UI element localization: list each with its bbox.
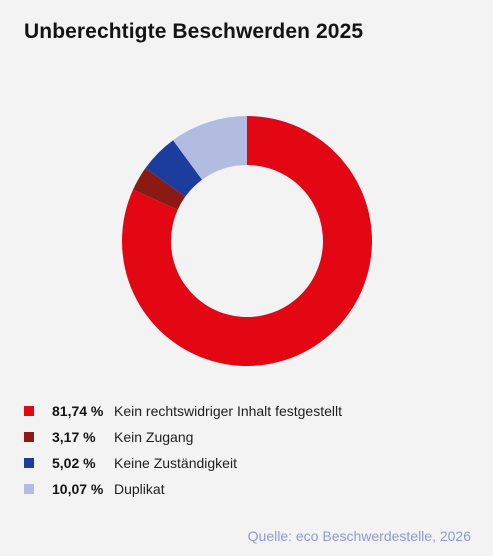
legend-swatch: [24, 432, 34, 442]
donut-slice-2: [133, 168, 186, 210]
donut-slice-4: [173, 116, 247, 180]
legend-value: 5,02 %: [52, 455, 96, 471]
legend-swatch: [24, 484, 34, 494]
legend-item-duplikat: 10,07 % Duplikat: [24, 476, 464, 502]
legend-item-kein-zugang: 3,17 % Kein Zugang: [24, 424, 464, 450]
donut-slice-1: [122, 116, 372, 366]
legend-item-keine-zustaendigkeit: 5,02 % Keine Zuständigkeit: [24, 450, 464, 476]
legend-item-kein-rechtswidriger-inhalt: 81,74 % Kein rechtswidriger Inhalt festg…: [24, 398, 464, 424]
legend-label: Duplikat: [114, 481, 165, 497]
legend-swatch: [24, 458, 34, 468]
legend-label: Kein Zugang: [114, 429, 194, 445]
legend-value: 10,07 %: [52, 481, 104, 497]
donut-slice-3: [145, 140, 203, 197]
source-note: Quelle: eco Beschwerdestelle, 2026: [247, 528, 471, 544]
legend-value: 3,17 %: [52, 429, 96, 445]
legend-value: 81,74 %: [52, 403, 104, 419]
donut-chart: [122, 116, 372, 366]
legend-label: Kein rechtswidriger Inhalt festgestellt: [114, 403, 342, 419]
chart-title: Unberechtigte Beschwerden 2025: [24, 20, 364, 43]
legend-label: Keine Zuständigkeit: [114, 455, 237, 471]
chart-legend: 81,74 % Kein rechtswidriger Inhalt festg…: [24, 398, 464, 502]
legend-swatch: [24, 406, 34, 416]
